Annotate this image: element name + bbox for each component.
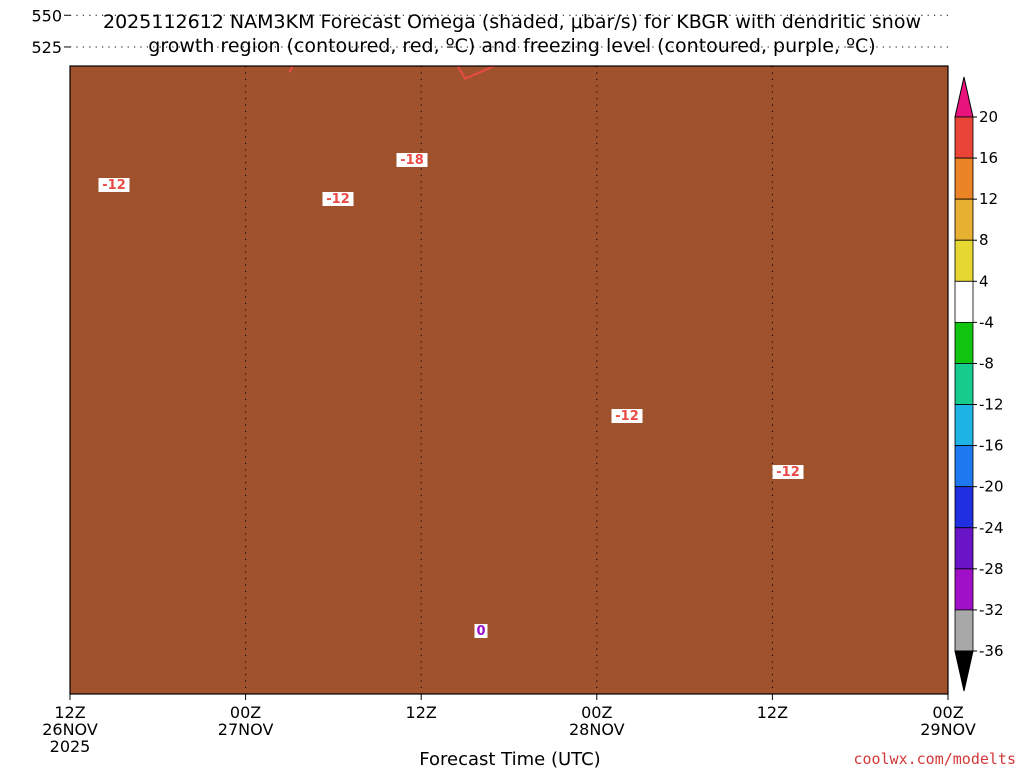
x-tick-label: 00Z [932, 703, 963, 722]
contour-label: -12 [102, 178, 126, 193]
colorbar-tick-label: -36 [979, 642, 1004, 660]
colorbar-tick-label: 4 [979, 272, 989, 290]
contour-label-bg [322, 192, 354, 206]
colorbar-swatch [954, 280, 974, 323]
contour-label: -12 [326, 192, 350, 207]
colorbar-tick-label: -8 [979, 354, 994, 372]
chart-title-line-1: 2025112612 NAM3KM Forecast Omega (shaded… [103, 11, 921, 33]
colorbar-swatch [954, 321, 974, 364]
colorbar-swatch [954, 198, 974, 241]
colorbar-tick-label: -32 [979, 601, 1004, 619]
contour-label-bg [98, 178, 130, 192]
x-tick-label: 12Z [406, 703, 437, 722]
colorbar-swatch [954, 157, 974, 200]
colorbar-swatch [954, 116, 974, 159]
x-tick-label: 00Z [581, 703, 612, 722]
colorbar-tick-label: 8 [979, 231, 989, 249]
contour-label-bg [772, 465, 804, 479]
colorbar-swatch [954, 486, 974, 529]
x-tick-label: 2025 [50, 737, 91, 756]
colorbar-swatch [954, 527, 974, 570]
gridlines [70, 14, 948, 694]
x-tick-label: 27NOV [218, 720, 274, 739]
y-axis-pressure-ticks: 5255505756006256506757007257507758008258… [31, 6, 70, 57]
credit-text: coolwx.com/modelts [853, 750, 1016, 768]
contour-label-bg [611, 409, 643, 423]
colorbar-swatch [954, 445, 974, 488]
contour-label-bg [396, 153, 428, 167]
colorbar-swatch [954, 609, 974, 652]
colorbar: 20 16 12 8 4 -4 -8 -12 -16 -20 -24 -28 -32 -36 [954, 76, 1004, 692]
omega-shade-cell [405, 0, 452, 3]
contour-label: -12 [615, 409, 639, 424]
colorbar-extend-low [954, 650, 974, 692]
colorbar-tick-label: 20 [979, 108, 998, 126]
contour-label-bg [474, 624, 488, 638]
colorbar-swatch [954, 568, 974, 611]
x-tick-label: 28NOV [569, 720, 625, 739]
colorbar-swatch [954, 363, 974, 405]
colorbar-tick-label: -4 [979, 313, 994, 331]
x-tick-label: 26NOV [42, 720, 98, 739]
colorbar-swatch [954, 404, 974, 447]
x-tick-label: 12Z [757, 703, 788, 722]
colorbar-extend-high [954, 76, 974, 118]
colorbar-swatch [954, 239, 974, 282]
plot-frame [69, 65, 949, 695]
colorbar-tick-label: -20 [979, 478, 1004, 496]
x-tick-label: 12Z [54, 703, 85, 722]
colorbar-tick-label: 12 [979, 190, 998, 208]
contour-label: -18 [400, 153, 424, 168]
contour-label: -12 [776, 465, 800, 480]
x-tick-label: 00Z [230, 703, 261, 722]
colorbar-tick-label: 16 [979, 149, 998, 167]
terrain-band [70, 66, 948, 694]
contour-labels: -12 -12 -18 -12 -12 0 [98, 153, 804, 639]
chart-title-line-2: growth region (contoured, red, ºC) and f… [148, 35, 875, 57]
y-tick-label: 525 [31, 38, 62, 57]
colorbar-tick-label: -24 [979, 519, 1004, 537]
colorbar-tick-label: -12 [979, 396, 1004, 414]
colorbar-tick-label: -16 [979, 437, 1004, 455]
x-axis-label: Forecast Time (UTC) [419, 749, 600, 768]
x-tick-label: 29NOV [920, 720, 976, 739]
terrain-ground [70, 66, 948, 694]
y-tick-label: 550 [31, 6, 62, 25]
colorbar-tick-label: -28 [979, 560, 1004, 578]
contour-label: 0 [476, 624, 485, 639]
